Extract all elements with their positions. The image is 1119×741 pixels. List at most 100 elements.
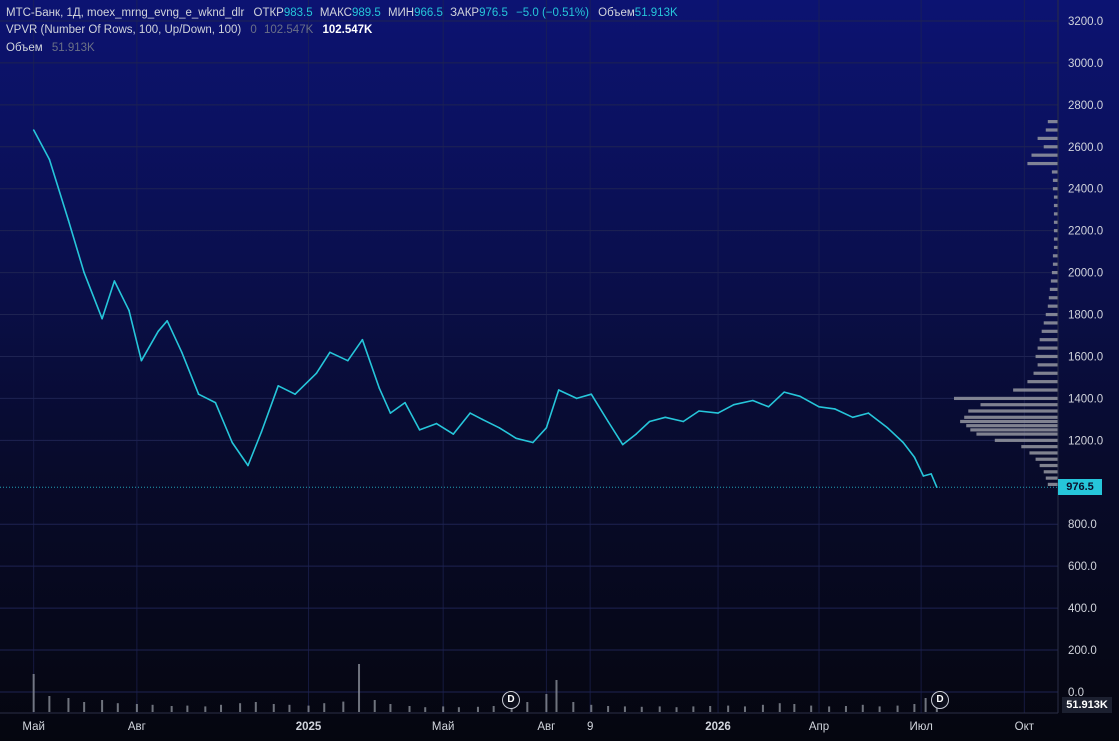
volume-profile-bar: [1045, 128, 1058, 132]
volume-bar: [373, 700, 376, 712]
price-point: [902, 441, 904, 444]
price-axis[interactable]: 3200.0 3000.0 2800.0 2600.0 2400.0 2200.0 2000…: [1068, 16, 1103, 699]
vpvr-value-2: 102.547K: [322, 24, 373, 36]
change-value: −5.0 (−0.51%): [516, 7, 589, 19]
volume-profile-bar: [1037, 363, 1058, 367]
price-point: [799, 395, 801, 398]
volume-profile-bar: [1052, 178, 1058, 182]
volume-bar: [607, 706, 610, 712]
volume-bar: [424, 707, 427, 712]
price-point: [361, 338, 364, 341]
volume-profile-bar: [968, 409, 1058, 413]
volume-profile-bar: [1039, 463, 1058, 468]
high-value: 989.5: [351, 7, 381, 19]
volume-bar: [658, 706, 661, 712]
symbol-name[interactable]: МТС-Банк, 1Д, moex_mrng_evng_e_wknd_dlr: [6, 7, 245, 19]
volume-bar: [924, 698, 927, 712]
vertical-grid: [33, 0, 1025, 713]
price-point: [557, 389, 560, 391]
volume-bar: [640, 706, 643, 712]
volume-bar: [239, 703, 242, 712]
volume-bar: [288, 704, 291, 712]
y-tick-label: 2400.0: [1068, 184, 1103, 196]
price-point: [682, 420, 685, 423]
vpvr-legend: VPVR (Number Of Rows, 100, Up/Down, 100)…: [6, 23, 372, 37]
volume-bar: [572, 702, 575, 712]
price-point: [532, 441, 534, 444]
price-point: [752, 399, 754, 402]
price-point: [698, 410, 700, 412]
volume-profile-bar: [1053, 203, 1058, 208]
volume-bar: [83, 702, 86, 712]
volume-profile-bar: [1037, 136, 1058, 140]
volume-profile-bar: [1053, 195, 1058, 199]
price-point: [247, 464, 249, 467]
open-label: ОТКР: [253, 7, 284, 19]
volume-profile-bar: [1043, 145, 1058, 149]
price-point: [315, 372, 318, 375]
volume-bar: [623, 706, 626, 712]
volume-profile-bar: [994, 438, 1058, 442]
y-tick-label: 3000.0: [1068, 58, 1103, 70]
volume-bar: [323, 703, 326, 712]
price-point: [732, 403, 735, 406]
volume-bar: [272, 704, 275, 712]
y-tick-label: 600.0: [1068, 561, 1097, 573]
volume-profile-bar: [1050, 279, 1058, 283]
price-point: [783, 391, 786, 393]
price-point: [867, 412, 870, 414]
price-point: [833, 408, 836, 410]
price-point: [231, 441, 234, 444]
volume-profile-bar: [1027, 380, 1058, 384]
price-point: [621, 443, 624, 446]
volume-profile-bar: [1045, 312, 1058, 317]
vpvr-title[interactable]: VPVR (Number Of Rows, 100, Up/Down, 100): [6, 24, 242, 36]
volume-profile-bar: [1035, 354, 1058, 359]
price-point: [717, 412, 719, 414]
volume-bar: [709, 706, 712, 712]
price-point: [818, 406, 820, 408]
price-point: [452, 433, 455, 435]
y-tick-label: 1200.0: [1068, 435, 1103, 447]
y-tick-label: 2600.0: [1068, 142, 1103, 154]
volume-profile-bar: [976, 432, 1058, 436]
price-point: [180, 351, 183, 354]
volume-profile-bar: [1048, 296, 1058, 300]
volume-profile-bar: [1039, 338, 1058, 342]
volume-bar: [913, 704, 916, 712]
volume-bar: [254, 702, 257, 712]
volume-profile-bar: [1031, 153, 1058, 157]
volume-indicator-title[interactable]: Объем: [6, 42, 43, 54]
volume-bar: [828, 706, 831, 712]
price-point: [329, 351, 331, 354]
price-point: [347, 359, 349, 362]
volume-bar: [590, 704, 593, 712]
volume-bars: [32, 664, 938, 712]
vpvr-value-0: 0: [250, 24, 257, 36]
volume-bar: [48, 696, 51, 712]
dividend-marker[interactable]: D: [931, 691, 949, 709]
price-point: [404, 401, 406, 404]
volume-profile-bar: [960, 419, 1058, 424]
price-point: [575, 397, 578, 400]
y-tick-label: 1600.0: [1068, 351, 1103, 363]
volume-bar: [342, 701, 345, 712]
price-point: [435, 422, 438, 425]
price-point: [277, 385, 280, 387]
volume-bar: [810, 705, 813, 712]
volume-profile-bar: [1053, 245, 1058, 250]
volume-bar: [692, 706, 695, 712]
time-axis[interactable]: Май Авг 2025 Май Авг 9 2026 Апр Июл Окт: [22, 721, 1034, 733]
open-value: 983.5: [283, 7, 313, 19]
dividend-marker[interactable]: D: [502, 691, 520, 709]
volume-bar: [844, 706, 847, 712]
volume-profile-bar: [1053, 229, 1058, 233]
volume-profile-bar: [970, 428, 1058, 432]
volume-profile-bar: [1029, 451, 1058, 455]
volume-profile-bar: [1013, 388, 1058, 392]
volume-profile-bar: [964, 415, 1058, 419]
x-tick-label: Окт: [1015, 721, 1035, 733]
y-tick-label: 2200.0: [1068, 226, 1103, 238]
volume-profile-bar: [966, 424, 1058, 428]
